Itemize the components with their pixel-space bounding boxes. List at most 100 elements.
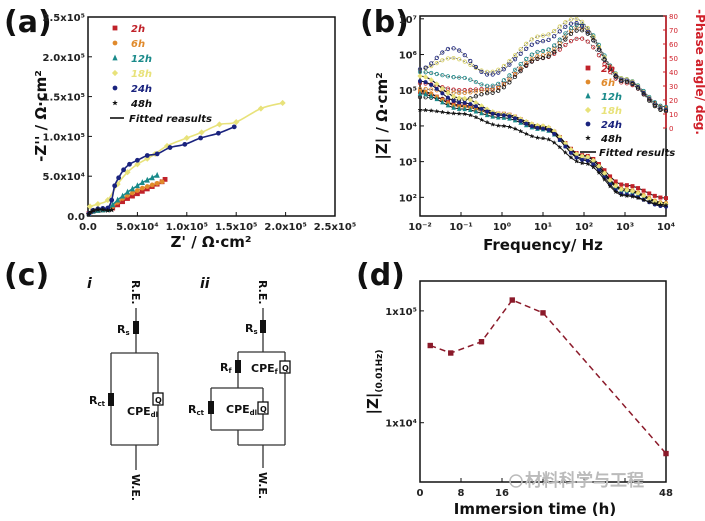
phase-point-18h <box>524 41 529 46</box>
modulus-point-24h <box>563 144 568 149</box>
modulus-point-18h <box>613 183 619 189</box>
modulus-point-2h <box>613 179 618 184</box>
y-tick-label: 0.0 <box>67 212 85 223</box>
phase-point-12h <box>658 103 663 108</box>
phase-point-24h <box>457 48 462 53</box>
phase-point-12h <box>596 42 602 47</box>
legend-marker-24h <box>112 85 118 91</box>
modulus-point-48h <box>445 109 451 116</box>
phase-point-6h <box>496 85 501 91</box>
phase-point-12h <box>462 75 467 81</box>
y-tick-label: 10⁴ <box>399 122 417 133</box>
phase-point-24h <box>440 50 445 55</box>
modulus-point-24h <box>468 102 473 107</box>
modulus-point-2h <box>619 182 624 187</box>
legend-label-12h: 12h <box>601 92 622 103</box>
cpe-q-box <box>152 392 164 406</box>
modulus-point-48h <box>473 114 479 120</box>
y2-tick-label: 50 <box>669 55 678 63</box>
label-rct: Rct <box>188 403 205 417</box>
phase-point-6h <box>574 25 579 30</box>
modulus-point-12h <box>479 110 484 116</box>
modulus-point-12h <box>484 112 490 118</box>
phase-point-2h <box>580 36 585 41</box>
resistor-rf <box>235 360 241 373</box>
phase-point-12h <box>507 73 512 78</box>
phase-point-6h <box>540 53 546 58</box>
modulus-point-12h <box>428 93 434 99</box>
phase-point-12h <box>518 62 523 67</box>
legend-label-6h: 6h <box>131 39 145 50</box>
phase-point-24h <box>524 46 529 51</box>
phase-point-12h <box>552 43 557 48</box>
phase-point-48h <box>596 47 602 52</box>
modulus-point-24h <box>490 111 495 116</box>
phase-point-18h <box>602 55 607 60</box>
resistor-rct <box>108 393 114 406</box>
modulus-point-48h <box>629 193 636 200</box>
phase-point-18h <box>574 16 579 22</box>
modulus-point-48h <box>523 130 530 137</box>
modulus-point-48h <box>500 122 507 129</box>
x-tick-label: 5.0x10⁴ <box>116 222 158 233</box>
phase-point-2h <box>574 36 579 41</box>
phase-point-24h <box>580 23 585 29</box>
modulus-point-48h <box>635 194 641 201</box>
phase-point-48h <box>585 31 590 36</box>
phase-point-6h <box>490 87 495 93</box>
modulus-point-24h <box>535 125 540 130</box>
modulus-point-24h <box>541 126 546 131</box>
modulus-point-48h <box>512 125 518 132</box>
modulus-point-24h <box>546 127 551 132</box>
circuit-ii: ii R.E. Rs Q CPEf Rf Rct Q CPEdl <box>188 276 291 499</box>
phase-point-6h <box>663 106 669 111</box>
legend-marker-12h <box>112 54 118 61</box>
phase-point-48h <box>563 37 568 42</box>
data-point-12h <box>119 192 126 199</box>
modulus-point-18h <box>629 188 636 194</box>
modulus-point-48h <box>428 107 435 114</box>
circuit-ii-label: ii <box>200 276 210 292</box>
phase-point-24h <box>468 58 473 64</box>
phase-point-24h <box>445 46 451 52</box>
legend-label-48h: 48h <box>130 99 152 110</box>
phase-point-48h <box>647 98 652 103</box>
phase-point-48h <box>613 74 618 79</box>
phase-point-12h <box>524 56 529 61</box>
phase-point-12h <box>568 26 574 31</box>
y-tick-label: 10⁶ <box>399 51 417 62</box>
phase-point-18h <box>546 32 551 37</box>
x-tick-label: 10⁻¹ <box>449 222 473 233</box>
modulus-point-48h <box>461 110 468 117</box>
x-tick-label: 0 <box>417 488 424 499</box>
phase-point-12h <box>490 83 495 88</box>
phase-point-2h <box>479 86 484 92</box>
phase-point-48h <box>663 109 669 114</box>
x-tick-label: 10³ <box>616 222 634 233</box>
modulus-point-48h <box>562 149 569 156</box>
phase-point-48h <box>484 91 490 96</box>
phase-point-6h <box>512 71 518 77</box>
panel-label-c: (c) <box>4 258 49 293</box>
data-point-48h <box>90 207 98 214</box>
y-tick-label: 10⁵ <box>399 86 417 97</box>
modulus-point-24h <box>479 106 484 111</box>
phase-point-24h <box>423 65 428 70</box>
legend-label-18h: 18h <box>131 69 152 80</box>
phase-point-18h <box>512 53 518 58</box>
modulus-point-12h <box>501 114 507 120</box>
modulus-point-2h <box>636 186 641 191</box>
terminal-we: W.E. <box>129 474 142 501</box>
phase-point-24h <box>518 51 523 56</box>
trend-line <box>429 299 667 455</box>
modulus-point-48h <box>623 192 630 199</box>
modulus-point-48h <box>646 198 653 205</box>
phase-point-48h <box>540 55 546 61</box>
resistor-rs <box>133 321 139 334</box>
phase-fit-2h <box>419 38 667 108</box>
legend-label-24h: 24h <box>131 84 152 95</box>
phase-point-12h <box>557 37 562 42</box>
phase-point-48h <box>507 80 512 85</box>
phase-point-6h <box>524 60 529 66</box>
